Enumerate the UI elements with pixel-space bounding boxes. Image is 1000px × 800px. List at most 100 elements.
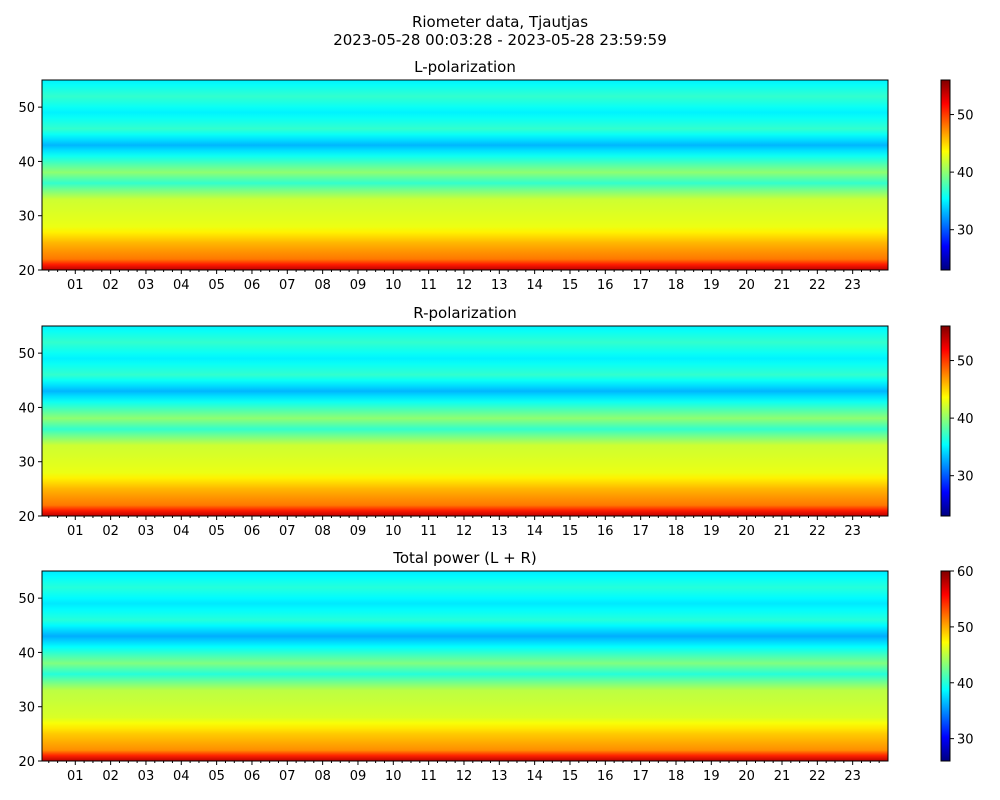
y-tick-label: 50 [18, 347, 35, 362]
x-tick-label: 19 [703, 278, 720, 293]
x-tick-label: 02 [102, 524, 119, 539]
heatmap-image [42, 326, 888, 516]
plot-frame [41, 79, 889, 271]
x-tick-label: 19 [703, 769, 720, 784]
colorbar-tick-label: 30 [957, 733, 974, 748]
x-tick-label: 16 [597, 278, 614, 293]
x-tick-label: 04 [173, 524, 190, 539]
heatmap-image [42, 571, 888, 761]
x-tick-label: 14 [526, 769, 543, 784]
x-tick-label: 09 [350, 769, 367, 784]
y-tick-label: 40 [18, 155, 35, 170]
x-tick-label: 15 [562, 278, 579, 293]
y-tick-label: 40 [18, 401, 35, 416]
x-tick-label: 14 [526, 278, 543, 293]
colorbar-tick-label: 60 [957, 565, 974, 580]
x-tick-label: 14 [526, 524, 543, 539]
colorbar-tick-label: 50 [957, 355, 974, 370]
plot-frame [41, 570, 889, 762]
panel-title: Total power (L + R) [392, 549, 537, 567]
x-tick-label: 20 [738, 524, 755, 539]
x-tick-label: 21 [774, 278, 791, 293]
x-tick-label: 23 [844, 769, 861, 784]
x-tick-label: 02 [102, 769, 119, 784]
x-tick-label: 17 [632, 769, 649, 784]
x-tick-label: 13 [491, 769, 508, 784]
x-tick-label: 21 [774, 524, 791, 539]
colorbar-tick-label: 40 [957, 412, 974, 427]
x-tick-label: 05 [208, 769, 225, 784]
x-tick-label: 19 [703, 524, 720, 539]
panel-1: L-polarization 20 30 40 50 01 02 03 04 05 06 07 08 09… [18, 58, 973, 293]
x-tick-label: 15 [562, 769, 579, 784]
colorbar-tick-label: 30 [957, 470, 974, 485]
x-tick-label: 01 [67, 524, 84, 539]
x-tick-label: 22 [809, 769, 826, 784]
panel-3: Total power (L + R) 20 30 40 50 01 02 03 04 05 06 0… [18, 549, 973, 784]
x-tick-label: 18 [668, 524, 685, 539]
x-tick-label: 06 [244, 524, 261, 539]
x-tick-label: 10 [385, 524, 402, 539]
x-tick-label: 06 [244, 769, 261, 784]
x-tick-label: 08 [314, 278, 331, 293]
colorbar [940, 325, 951, 517]
x-tick-label: 07 [279, 524, 296, 539]
x-tick-label: 07 [279, 278, 296, 293]
colorbar [940, 79, 951, 271]
y-tick-label: 30 [18, 210, 35, 225]
x-tick-label: 20 [738, 278, 755, 293]
x-tick-label: 03 [138, 524, 155, 539]
x-tick-label: 18 [668, 769, 685, 784]
x-tick-label: 13 [491, 524, 508, 539]
x-tick-label: 20 [738, 769, 755, 784]
x-tick-label: 12 [456, 524, 473, 539]
y-tick-label: 30 [18, 456, 35, 471]
panels: L-polarization 20 30 40 50 01 02 03 04 05 06 07 08 09… [18, 58, 973, 784]
x-tick-label: 23 [844, 524, 861, 539]
x-tick-label: 11 [420, 278, 437, 293]
panel-title: R-polarization [413, 304, 516, 322]
x-tick-label: 03 [138, 769, 155, 784]
colorbar-tick-label: 50 [957, 109, 974, 124]
x-tick-label: 12 [456, 278, 473, 293]
x-tick-label: 23 [844, 278, 861, 293]
x-tick-label: 18 [668, 278, 685, 293]
colorbar-tick-label: 30 [957, 224, 974, 239]
x-tick-label: 07 [279, 769, 296, 784]
x-tick-label: 16 [597, 769, 614, 784]
x-tick-label: 02 [102, 278, 119, 293]
colorbar-tick-label: 50 [957, 621, 974, 636]
x-tick-label: 21 [774, 769, 791, 784]
heatmap-image [42, 80, 888, 270]
figure-title-line2: 2023-05-28 00:03:28 - 2023-05-28 23:59:5… [333, 31, 667, 49]
colorbar [940, 570, 951, 762]
x-tick-label: 08 [314, 769, 331, 784]
x-tick-label: 06 [244, 278, 261, 293]
colorbar-tick-label: 40 [957, 166, 974, 181]
x-tick-label: 12 [456, 769, 473, 784]
x-tick-label: 08 [314, 524, 331, 539]
x-tick-label: 05 [208, 524, 225, 539]
x-tick-label: 11 [420, 524, 437, 539]
y-tick-label: 20 [18, 510, 35, 525]
x-tick-label: 01 [67, 769, 84, 784]
x-tick-label: 10 [385, 769, 402, 784]
x-tick-label: 04 [173, 278, 190, 293]
x-tick-label: 04 [173, 769, 190, 784]
x-tick-label: 15 [562, 524, 579, 539]
y-tick-label: 20 [18, 264, 35, 279]
x-tick-label: 10 [385, 278, 402, 293]
x-tick-label: 22 [809, 524, 826, 539]
plot-frame [41, 325, 889, 517]
y-tick-label: 20 [18, 755, 35, 770]
x-tick-label: 22 [809, 278, 826, 293]
x-tick-label: 11 [420, 769, 437, 784]
x-tick-label: 13 [491, 278, 508, 293]
y-tick-label: 30 [18, 701, 35, 716]
colorbar-tick-label: 40 [957, 677, 974, 692]
y-tick-label: 40 [18, 646, 35, 661]
figure-title-line1: Riometer data, Tjautjas [412, 13, 588, 31]
y-tick-label: 50 [18, 592, 35, 607]
x-tick-label: 09 [350, 524, 367, 539]
